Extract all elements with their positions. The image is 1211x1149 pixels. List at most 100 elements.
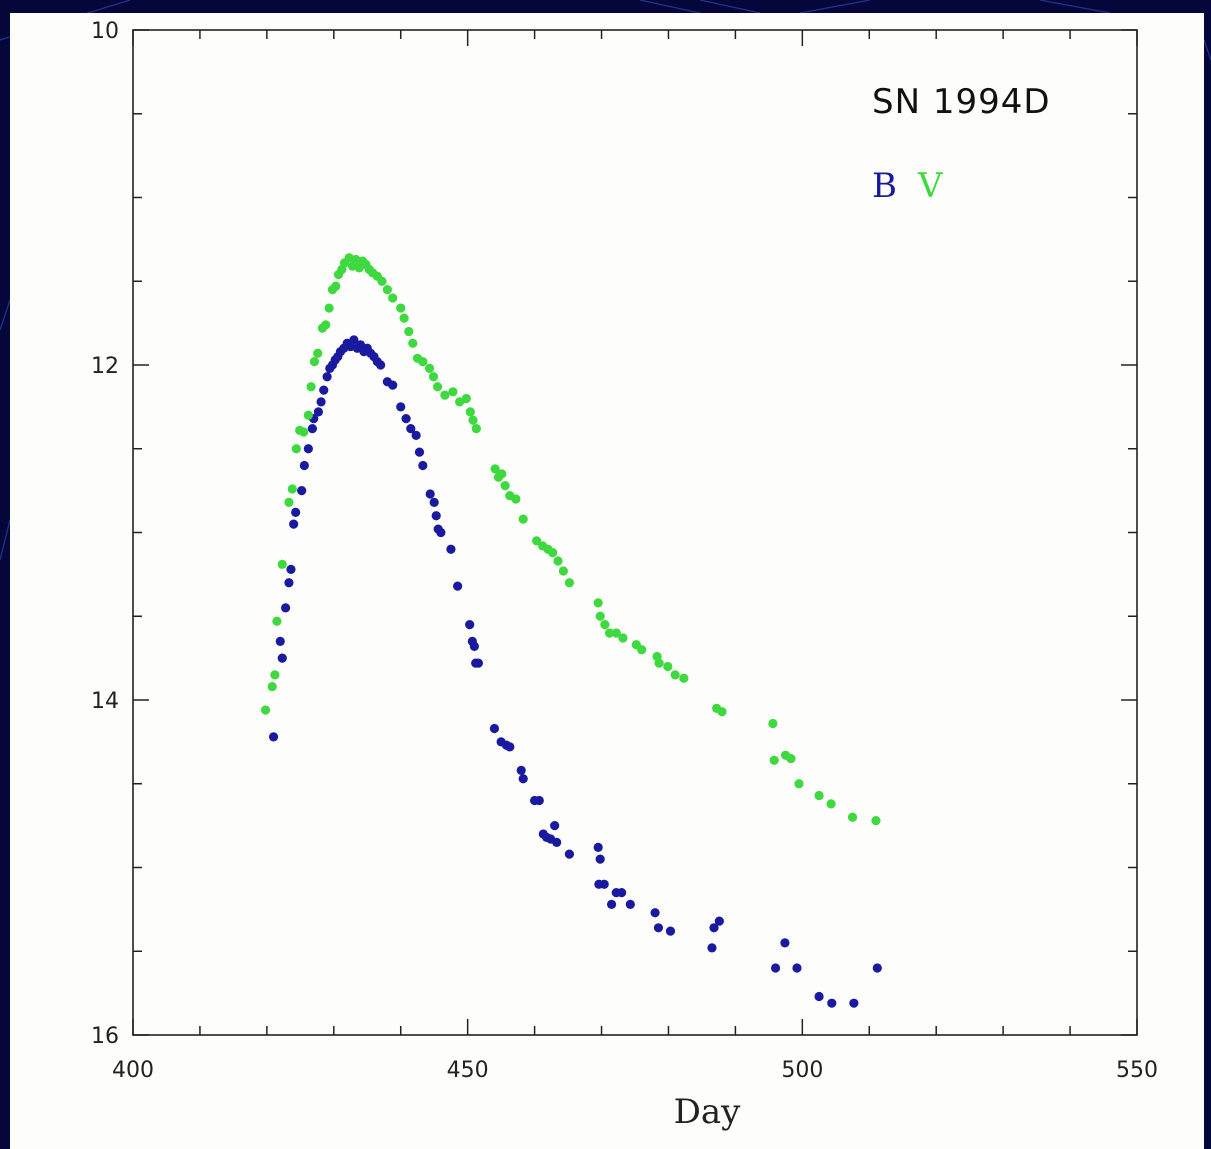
y-tick-labels: 10 12 14 16 [91,19,119,1049]
data-point [411,430,421,440]
data-point [516,765,526,775]
data-point [270,670,280,680]
data-point [550,821,560,831]
data-point [679,673,689,683]
y-tick-label: 12 [91,354,119,379]
data-point [595,854,605,864]
data-point [505,742,515,752]
data-point [707,943,717,953]
data-point [552,837,562,847]
data-point [548,548,558,558]
data-point [497,469,507,479]
data-point [382,285,392,295]
y-tick-label: 16 [91,1024,119,1049]
chart-title: SN 1994D [872,82,1051,122]
data-point [617,888,627,898]
data-point [432,382,443,392]
series-b [268,335,882,1008]
data-point [769,755,779,765]
data-point [281,603,291,613]
data-point [663,661,673,672]
data-point [558,566,568,576]
data-point [625,899,635,909]
data-point [465,620,475,630]
legend-label-v: V [917,166,944,206]
data-point [489,723,500,734]
data-point [770,963,781,973]
data-point [321,320,331,330]
data-point [272,616,282,626]
x-tick-labels: 400 450 500 550 [112,1058,1158,1083]
data-point [268,732,279,742]
data-point [414,447,425,457]
data-point [307,424,317,434]
y-tick-label: 14 [91,689,119,714]
data-point [322,372,332,382]
y-tick-label: 10 [91,19,119,44]
data-point [564,578,575,588]
data-point [637,645,647,655]
data-point [453,581,463,591]
data-point [511,494,521,504]
data-point [396,402,406,412]
data-series [260,253,882,1008]
data-point [291,444,301,454]
plot-frame [132,29,1138,1036]
data-point [284,497,294,507]
data-point [408,338,418,348]
data-point [428,372,439,382]
data-point [275,636,285,646]
data-point [826,799,836,809]
data-point [277,653,287,663]
data-point [872,963,882,973]
data-point [284,578,294,588]
data-point [401,414,411,424]
data-point [291,507,301,517]
data-point [448,387,458,397]
data-point [593,598,603,608]
data-point [469,641,479,652]
data-point [849,998,859,1008]
data-point [600,620,610,630]
data-point [306,382,316,392]
data-point [650,908,660,918]
legend-label-b: B [872,166,897,206]
data-point [518,774,528,784]
data-point [303,410,313,420]
data-point [814,991,824,1002]
data-point [606,899,617,909]
data-point [436,527,446,538]
data-point [429,497,439,507]
data-point [431,511,441,521]
data-point [709,923,719,933]
data-point [303,444,313,454]
x-axis-title: Day [674,1092,742,1132]
data-point [500,481,510,491]
data-point [267,682,277,692]
data-point [814,790,824,801]
x-tick-label: 450 [447,1058,489,1083]
data-point [440,390,450,400]
data-point [418,460,428,471]
data-point [406,424,416,434]
data-point [532,536,542,546]
data-point [794,779,804,789]
axis-ticks [132,29,1138,1036]
data-point [287,484,297,494]
data-point [297,486,307,496]
x-tick-label: 550 [1116,1058,1158,1083]
x-tick-label: 500 [781,1058,823,1083]
data-point [473,658,483,668]
x-tick-label: 400 [112,1058,154,1083]
data-point [316,397,326,407]
data-point [424,363,435,373]
data-point [313,407,324,417]
data-point [604,628,615,638]
data-point [827,998,837,1008]
data-point [653,923,664,933]
data-point [670,670,680,680]
data-point [595,611,605,621]
data-point [446,544,456,554]
data-point [376,360,386,370]
data-point [299,427,309,437]
